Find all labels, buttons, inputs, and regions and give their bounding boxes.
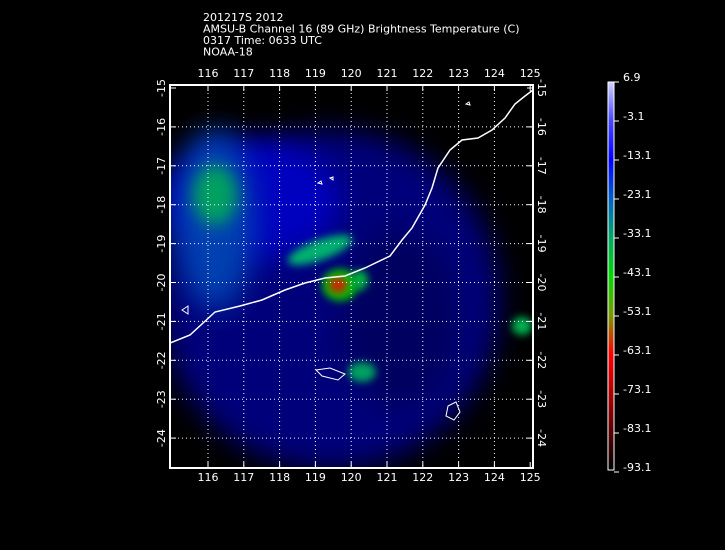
cloud-band	[193, 165, 237, 225]
lon-label: 124	[484, 67, 505, 80]
island	[445, 401, 461, 421]
lat-label: -17	[155, 157, 168, 175]
eyewall	[287, 235, 353, 265]
colorbar-label: -83.1	[623, 422, 651, 435]
colorbar-label: -33.1	[623, 227, 651, 240]
lon-label: 118	[269, 471, 290, 484]
lon-label: 122	[412, 471, 433, 484]
eyewall	[352, 270, 368, 290]
lat-label: -16	[155, 118, 168, 136]
colorbar-label: -13.1	[623, 149, 651, 162]
lon-label: 116	[198, 471, 219, 484]
colorbar-label: -53.1	[623, 305, 651, 318]
lat-label: -19	[535, 235, 548, 253]
title-line: AMSU-B Channel 16 (89 GHz) Brightness Te…	[203, 23, 520, 36]
lat-label: -24	[535, 429, 548, 447]
cell	[512, 317, 532, 335]
lon-label: 119	[305, 471, 326, 484]
lat-label: -17	[535, 157, 548, 175]
lon-label: 121	[377, 67, 398, 80]
island	[181, 305, 189, 315]
cloud-field	[340, 230, 460, 410]
colorbar-label: -63.1	[623, 344, 651, 357]
imagery	[170, 85, 533, 468]
lat-label: -21	[535, 312, 548, 330]
lat-label: -23	[535, 390, 548, 408]
colorbar-labels: 6.9 -3.1 -13.1 -23.1 -33.1 -43.1 -53.1 -63.1 -73…	[614, 71, 651, 474]
lon-label: 125	[520, 471, 541, 484]
core	[329, 277, 347, 293]
rainband	[348, 362, 376, 382]
lat-label: -20	[535, 274, 548, 292]
lon-label: 119	[305, 67, 326, 80]
lon-label: 123	[448, 471, 469, 484]
colorbar-label: -43.1	[623, 266, 651, 279]
title-line: 0317 Time: 0633 UTC	[203, 34, 322, 47]
lat-label: -19	[155, 235, 168, 253]
lon-label: 120	[341, 67, 362, 80]
lat-label: -23	[155, 390, 168, 408]
graticule: 116 116 117 117 118 118 119 119 120 120 121 121 122 1…	[155, 67, 548, 484]
lon-label: 116	[198, 67, 219, 80]
lon-label: 120	[341, 471, 362, 484]
colorbar-label: -73.1	[623, 383, 651, 396]
lat-label: -24	[155, 429, 168, 447]
lat-label: -16	[535, 118, 548, 136]
colorbar-label: -23.1	[623, 188, 651, 201]
colorbar-label: -3.1	[623, 110, 644, 123]
coastline	[170, 89, 533, 344]
colorbar-label: 6.9	[623, 71, 641, 84]
lon-label: 121	[377, 471, 398, 484]
lat-label: -15	[535, 79, 548, 97]
island	[314, 367, 346, 381]
lon-label: 124	[484, 471, 505, 484]
title-line: NOAA-18	[203, 46, 253, 59]
swath-edge	[170, 85, 533, 113]
island	[316, 101, 471, 185]
colorbar	[607, 81, 615, 471]
lat-label: -21	[155, 312, 168, 330]
title-line: 201217S 2012	[203, 11, 283, 24]
lon-label: 117	[233, 471, 254, 484]
colorbar-label: -93.1	[623, 461, 651, 474]
lat-label: -18	[155, 196, 168, 214]
lon-label: 123	[448, 67, 469, 80]
lat-label: -22	[155, 351, 168, 369]
lat-label: -15	[155, 79, 168, 97]
lat-label: -18	[535, 196, 548, 214]
lon-label: 125	[520, 67, 541, 80]
lon-label: 117	[233, 67, 254, 80]
lat-label: -20	[155, 274, 168, 292]
lat-label: -22	[535, 351, 548, 369]
lon-label: 118	[269, 67, 290, 80]
lon-label: 122	[412, 67, 433, 80]
